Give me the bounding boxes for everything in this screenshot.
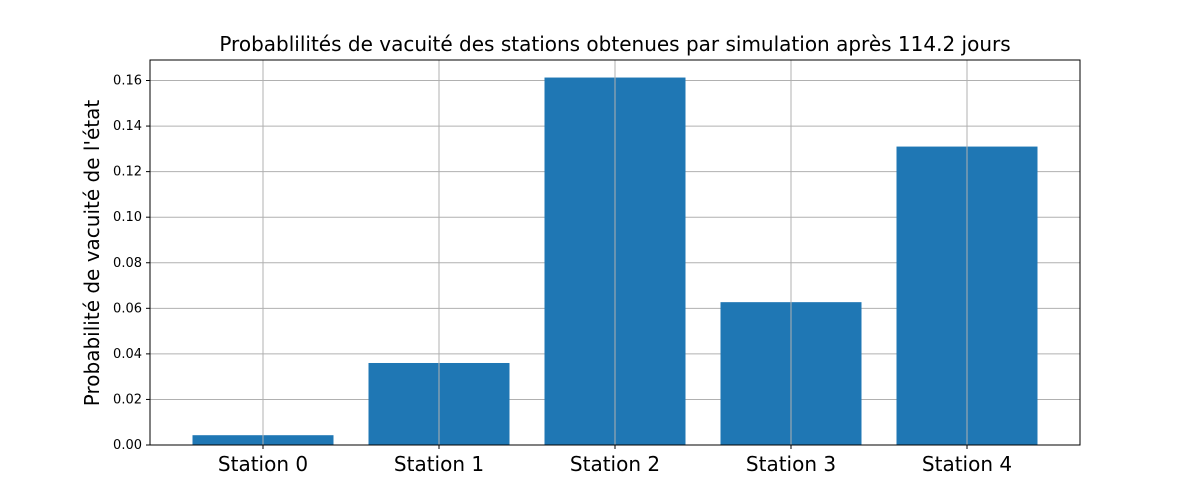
- x-tick-label: Station 1: [394, 452, 484, 476]
- x-tick-label: Station 3: [746, 452, 836, 476]
- y-tick-label: 0.00: [113, 438, 142, 453]
- y-tick-label: 0.08: [113, 256, 142, 271]
- x-tick-label: Station 0: [218, 452, 308, 476]
- y-ticks-layer: 0.00 0.02 0.04 0.06 0.08 0.10 0.12 0.14 0.16: [113, 74, 150, 453]
- y-tick-label: 0.04: [113, 347, 142, 362]
- y-tick-label: 0.14: [113, 119, 142, 134]
- y-axis-label: Probabilité de vacuité de l'état: [80, 100, 104, 407]
- x-tick-label: Station 2: [570, 452, 660, 476]
- y-tick-label: 0.06: [113, 301, 142, 316]
- y-tick-label: 0.02: [113, 392, 142, 407]
- x-grid-layer: [262, 60, 968, 445]
- chart-title: Probablilités de vacuité des stations ob…: [219, 32, 1010, 56]
- x-ticks-layer: Station 0 Station 1 Station 2 Station 3 Stat…: [218, 445, 1012, 476]
- y-tick-label: 0.16: [113, 74, 142, 89]
- x-tick-label: Station 4: [922, 452, 1012, 476]
- y-tick-label: 0.12: [113, 165, 142, 180]
- y-tick-label: 0.10: [113, 210, 142, 225]
